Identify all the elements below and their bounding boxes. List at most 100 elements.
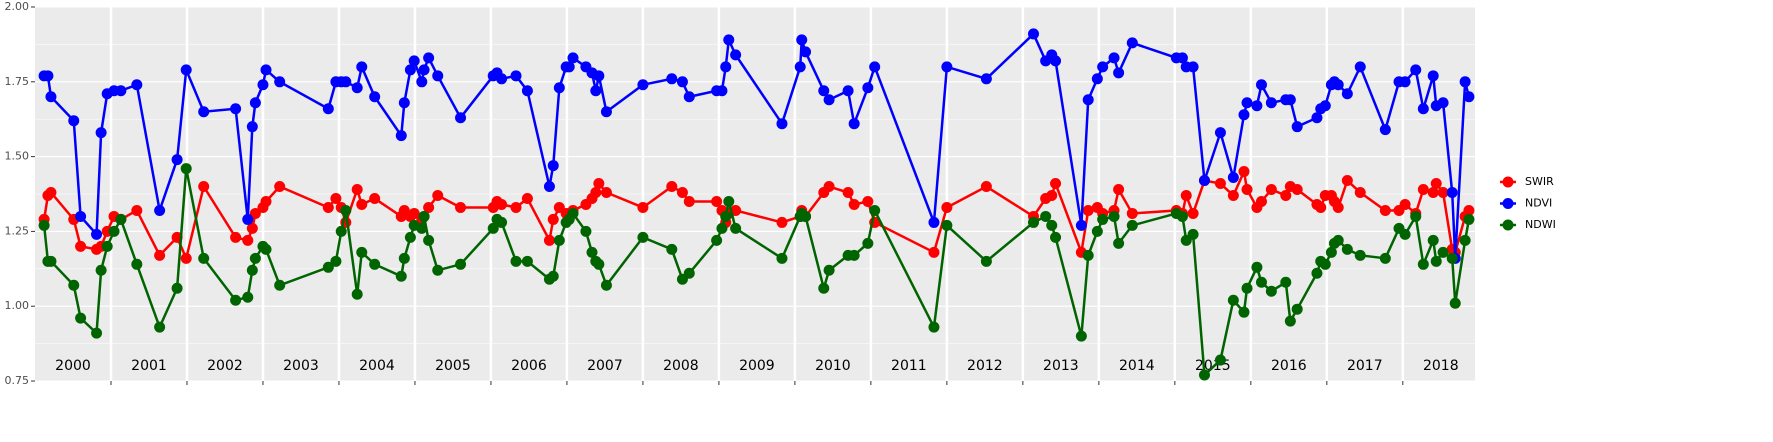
data-point [1214,127,1226,139]
data-point [1265,184,1277,196]
data-point [1449,297,1461,309]
data-point [776,216,788,228]
data-point [1198,369,1210,381]
data-point [68,115,80,127]
data-point [260,195,272,207]
data-point [590,187,602,199]
data-point [1046,189,1058,201]
data-point [154,321,166,333]
data-point [593,70,605,82]
data-point [600,279,612,291]
data-point [1463,213,1475,225]
data-point [723,34,735,46]
x-tick-label: 2006 [511,358,547,374]
data-point [1227,294,1239,306]
data-point [322,103,334,115]
data-point [848,249,860,261]
data-point [521,255,533,267]
data-point [1427,234,1439,246]
data-point [180,252,192,264]
data-point [335,225,347,237]
data-point [730,222,742,234]
data-point [404,231,416,243]
data-point [869,61,881,73]
data-point [75,240,87,252]
data-point [683,195,695,207]
data-point [547,213,559,225]
data-point [108,225,120,237]
data-point [154,204,166,216]
data-point [1446,252,1458,264]
data-point [260,243,272,255]
data-point [1176,52,1188,64]
data-point [510,255,522,267]
data-point [180,163,192,175]
data-point [928,216,940,228]
data-point [230,294,242,306]
data-point [1075,330,1087,342]
data-point [95,127,107,139]
data-point [720,61,732,73]
data-point [249,252,261,264]
data-point [1227,189,1239,201]
data-point [1187,228,1199,240]
data-point [45,187,57,199]
data-point [395,130,407,142]
y-tick-label: 1.00 [5,299,30,312]
data-point [322,261,334,273]
data-point [1280,276,1292,288]
data-point [356,246,368,258]
data-point [1046,219,1058,231]
data-point [666,181,678,193]
series [38,163,1475,381]
data-point [198,181,210,193]
data-point [242,213,254,225]
data-point [408,55,420,67]
data-point [553,82,565,94]
data-point [408,207,420,219]
data-point [496,73,508,85]
data-point [1126,207,1138,219]
data-point [42,70,54,82]
data-point [543,181,555,193]
data-point [1430,178,1442,190]
data-point [101,240,113,252]
data-point [1399,198,1411,210]
y-tick-label: 1.75 [5,75,30,88]
data-point [637,231,649,243]
data-point [666,243,678,255]
data-point [1187,207,1199,219]
data-point [356,61,368,73]
data-point [1410,64,1422,76]
data-point [818,282,830,294]
data-point [567,52,579,64]
data-point [1108,210,1120,222]
data-point [823,181,835,193]
data-point [115,213,127,225]
data-point [521,85,533,97]
data-point [1280,189,1292,201]
data-point [249,207,261,219]
data-point [340,204,352,216]
data-point [848,118,860,130]
data-point [198,106,210,118]
data-point [510,70,522,82]
data-point [496,216,508,228]
data-point [369,91,381,103]
data-point [1241,184,1253,196]
x-tick-label: 2014 [1119,358,1155,374]
data-point [1463,91,1475,103]
data-point [593,258,605,270]
legend-label: NDWI [1525,218,1556,231]
data-point [1284,315,1296,327]
data-point [869,204,881,216]
data-point [941,219,953,231]
data-point [1255,276,1267,288]
data-point [274,181,286,193]
data-point [1410,210,1422,222]
data-point [580,225,592,237]
data-point [246,264,258,276]
data-point [637,79,649,91]
data-point [1354,187,1366,199]
x-tick-label: 2010 [815,358,851,374]
